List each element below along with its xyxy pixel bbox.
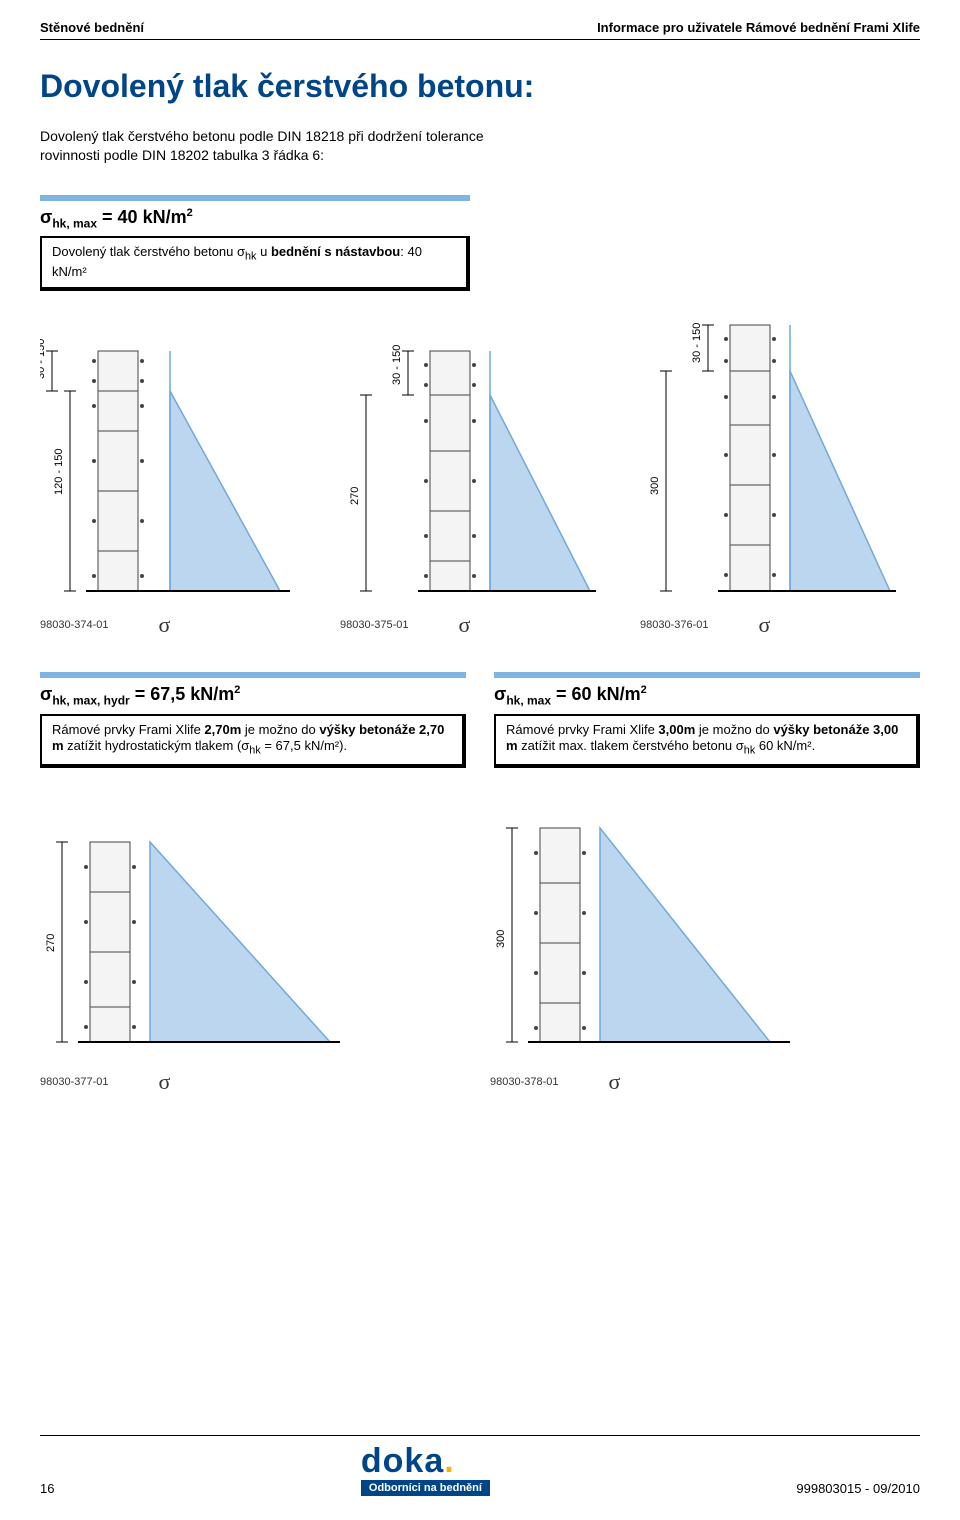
sigma-icon: σ xyxy=(609,1069,621,1095)
heading-rule xyxy=(40,195,470,201)
sigma-label-2r: σhk, max = 60 kN/m2 xyxy=(494,684,920,708)
diagram-376-code: 98030-376-01 xyxy=(640,619,709,631)
page-title: Dovolený tlak čerstvého betonu: xyxy=(40,68,920,105)
intro-text: Dovolený tlak čerstvého betonu podle DIN… xyxy=(40,127,520,165)
sigma-label-1: σhk, max = 40 kN/m2 xyxy=(40,207,470,231)
header-right: Informace pro uživatele Rámové bednění F… xyxy=(597,20,920,35)
sigma-label-2l: σhk, max, hydr = 67,5 kN/m2 xyxy=(40,684,466,708)
heading-rule xyxy=(494,672,920,678)
section-2-left: σhk, max, hydr = 67,5 kN/m2 Rámové prvky… xyxy=(40,672,466,792)
dim-c-ext: 30 - 150 xyxy=(691,323,703,363)
diagram-374-code: 98030-374-01 xyxy=(40,619,109,631)
sigma-icon: σ xyxy=(159,1069,171,1095)
page-number: 16 xyxy=(40,1481,54,1496)
section-2-right: σhk, max = 60 kN/m2 Rámové prvky Frami X… xyxy=(494,672,920,792)
sigma-icon: σ xyxy=(459,612,471,638)
info-box-1: Dovolený tlak čerstvého betonu σhk u bed… xyxy=(40,236,470,291)
diagram-376: 300 30 - 150 xyxy=(640,315,900,638)
diagram-376-svg: 300 30 - 150 xyxy=(640,315,900,605)
dim-b-ext: 30 - 150 xyxy=(391,345,403,385)
dim-300: 300 xyxy=(649,477,661,495)
diagram-377-svg: 270 xyxy=(40,822,350,1062)
section-1-heading: σhk, max = 40 kN/m2 Dovolený tlak čerstv… xyxy=(40,195,470,291)
diagram-378: 300 98030-378-01 xyxy=(490,822,800,1095)
header-left: Stěnové bednění xyxy=(40,20,144,35)
doc-number: 999803015 - 09/2010 xyxy=(796,1481,920,1496)
dim-120-150: 120 - 150 xyxy=(53,448,65,494)
diagram-378-code: 98030-378-01 xyxy=(490,1076,559,1088)
section-2: σhk, max, hydr = 67,5 kN/m2 Rámové prvky… xyxy=(40,672,920,792)
diagram-row-1: 120 - 150 30 - 150 xyxy=(40,315,920,638)
logo-subtitle: Odborníci na bednění xyxy=(361,1480,490,1496)
dim-30-150: 30 - 150 xyxy=(40,339,47,379)
diagram-374-svg: 120 - 150 30 - 150 xyxy=(40,315,300,605)
heading-rule xyxy=(40,672,466,678)
diagram-374: 120 - 150 30 - 150 xyxy=(40,315,300,638)
diagram-row-2: 270 98030-377-01 xyxy=(40,822,920,1095)
dim-270-b: 270 xyxy=(45,934,57,952)
sigma-icon: σ xyxy=(759,612,771,638)
logo: doka. Odborníci na bednění xyxy=(361,1444,490,1496)
diagram-377: 270 98030-377-01 xyxy=(40,822,350,1095)
dim-300-b: 300 xyxy=(495,930,507,948)
diagram-375-code: 98030-375-01 xyxy=(340,619,409,631)
info-box-2r: Rámové prvky Frami Xlife 3,00m je možno … xyxy=(494,714,920,769)
logo-text: doka. xyxy=(361,1444,455,1478)
diagram-375-svg: 270 30 - 150 xyxy=(340,315,600,605)
dim-270: 270 xyxy=(349,487,361,505)
page-header: Stěnové bednění Informace pro uživatele … xyxy=(40,20,920,40)
info-box-2l: Rámové prvky Frami Xlife 2,70m je možno … xyxy=(40,714,466,769)
sigma-icon: σ xyxy=(159,612,171,638)
diagram-377-code: 98030-377-01 xyxy=(40,1076,109,1088)
diagram-375: 270 30 - 150 xyxy=(340,315,600,638)
page-footer: 16 doka. Odborníci na bednění 999803015 … xyxy=(40,1435,920,1496)
diagram-378-svg: 300 xyxy=(490,822,800,1062)
